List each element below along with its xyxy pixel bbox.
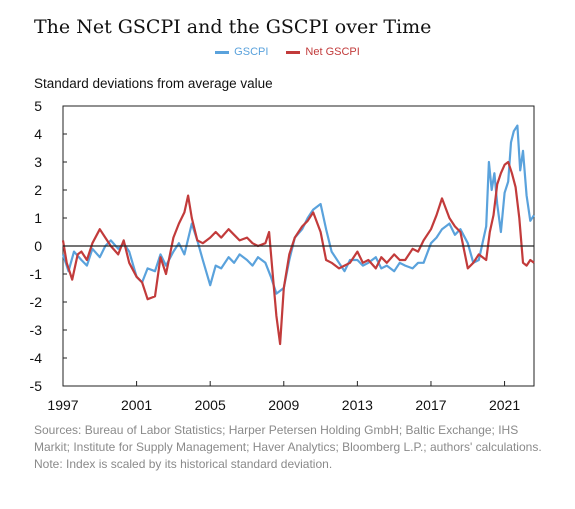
x-tick-label: 2005	[195, 397, 226, 413]
legend-entry-gscpi: GSCPI	[215, 44, 268, 60]
y-tick-label: 2	[34, 182, 42, 198]
legend-label-gscpi: GSCPI	[234, 46, 269, 58]
y-axis-label: Standard deviations from average value	[34, 76, 273, 91]
chart-title: The Net GSCPI and the GSCPI over Time	[34, 16, 432, 38]
x-tick-label: 2021	[489, 397, 520, 413]
y-tick-label: 0	[34, 238, 42, 254]
x-tick-label: 2001	[121, 397, 152, 413]
series-line-gscpi	[61, 124, 535, 295]
y-tick-label: 1	[34, 210, 42, 226]
sources-text: Sources: Bureau of Labor Statistics; Har…	[34, 423, 542, 454]
y-tick-label: -4	[30, 350, 43, 366]
line-chart: -5 -4 -3 -2 -1 0 1 2 3 4 5 1997 2001 2005 2009 2013 2017…	[30, 98, 535, 413]
y-tick-label: -1	[30, 266, 43, 282]
y-tick-label: 3	[34, 154, 42, 170]
legend-label-net-gscpi: Net GSCPI	[305, 46, 360, 58]
y-tick-label: 4	[34, 126, 42, 142]
x-tick-label: 1997	[47, 397, 78, 413]
legend-entry-net-gscpi: Net GSCPI	[286, 44, 360, 60]
y-tick-label: -2	[30, 294, 43, 310]
series-line-net-gscpi	[61, 160, 535, 346]
x-tick-label: 2009	[268, 397, 299, 413]
note-text: Note: Index is scaled by its historical …	[34, 457, 333, 471]
x-tick-label: 2013	[342, 397, 373, 413]
legend-swatch-net-gscpi	[286, 50, 301, 54]
y-tick-label: -3	[30, 322, 43, 338]
y-tick-label: 5	[34, 98, 42, 114]
chart-notes: Sources: Bureau of Labor Statistics; Har…	[34, 422, 554, 473]
legend-swatch-gscpi	[215, 50, 230, 54]
y-tick-label: -5	[30, 378, 43, 394]
x-tick-label: 2017	[415, 397, 446, 413]
legend: GSCPI Net GSCPI	[0, 44, 575, 60]
